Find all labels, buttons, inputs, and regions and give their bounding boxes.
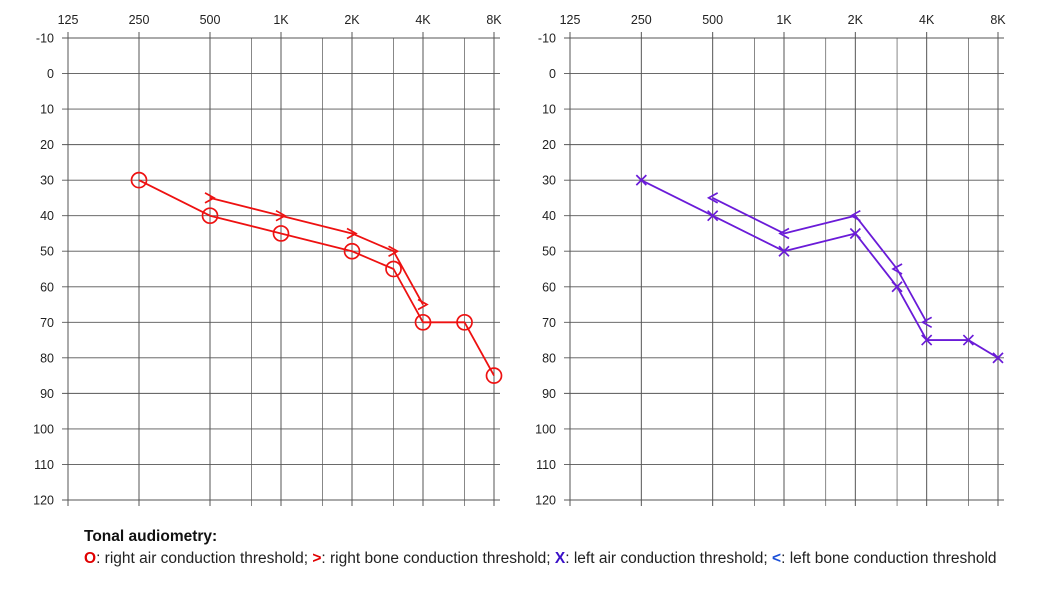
legend-right-air-text: : right air conduction threshold;	[96, 550, 313, 567]
y-tick-label: 50	[542, 245, 556, 259]
right-bone-marker	[204, 192, 216, 204]
x-tick-label: 2K	[344, 13, 360, 27]
y-tick-label: 50	[40, 245, 54, 259]
legend-left-air-symbol: X	[554, 550, 566, 567]
left-bone-marker	[891, 263, 903, 275]
y-tick-label: 30	[40, 174, 54, 188]
x-tick-label: 500	[702, 13, 723, 27]
y-tick-label: 10	[40, 103, 54, 117]
right-bone-marker	[275, 209, 287, 222]
x-tick-label: 2K	[848, 13, 864, 27]
x-tick-label: 250	[129, 13, 150, 27]
right-air-marker	[272, 225, 290, 242]
right-air-marker	[343, 242, 361, 260]
x-tick-label: 125	[560, 13, 581, 27]
legend-right-bone-symbol: >	[312, 550, 322, 567]
right-bone-marker	[417, 298, 429, 311]
y-tick-label: 70	[542, 316, 556, 330]
y-tick-label: 100	[33, 422, 54, 436]
right-air-marker	[130, 171, 148, 189]
right-air-marker	[456, 313, 473, 331]
y-tick-label: 80	[40, 351, 54, 365]
legend-left-bone-symbol: <	[772, 550, 782, 567]
left-air-marker	[962, 334, 974, 346]
x-tick-label: 4K	[415, 13, 431, 27]
y-tick-label: -10	[538, 32, 556, 46]
right-bone-conduction-line	[209, 197, 424, 305]
right-air-conduction-line	[138, 179, 495, 377]
x-tick-label: 125	[58, 13, 79, 27]
left-bone-marker	[706, 192, 719, 204]
x-tick-label: 4K	[919, 13, 935, 27]
left-bone-marker	[778, 227, 790, 240]
right-bone-marker	[346, 227, 358, 240]
audiogram-right: -10 0 10 20 30 40 50 60 70 80 90 100 110 120 125 250 500…	[33, 13, 503, 508]
y-tick-label: 60	[542, 280, 556, 294]
right-air-marker	[414, 313, 432, 331]
x-tick-label: 1K	[273, 13, 289, 27]
y-tick-label: 70	[40, 316, 54, 330]
legend-right-bone-text: : right bone conduction threshold;	[321, 550, 555, 567]
y-tick-label: 10	[542, 103, 556, 117]
right-air-marker	[201, 207, 219, 225]
right-bone-marker	[388, 245, 400, 257]
left-air-conduction-line	[640, 179, 999, 359]
left-air-marker	[778, 245, 790, 257]
y-tick-label: 40	[542, 209, 556, 223]
right-air-marker	[385, 260, 402, 278]
y-tick-label: 0	[47, 67, 54, 81]
y-tick-label: 110	[34, 458, 54, 472]
audiogram-left: -10 0 10 20 30 40 50 60 70 80 90 100 110 120 125 250 500…	[535, 13, 1006, 508]
y-tick-label: 120	[535, 494, 556, 508]
x-tick-label: 8K	[486, 13, 502, 27]
x-tick-label: 8K	[990, 13, 1006, 27]
legend-left-air-text: : left air conduction threshold;	[565, 550, 773, 567]
y-tick-label: 110	[536, 458, 556, 472]
y-tick-label: 60	[40, 280, 54, 294]
y-tick-label: 0	[549, 67, 556, 81]
left-bone-marker	[920, 316, 933, 329]
y-tick-label: -10	[36, 32, 54, 46]
left-air-marker	[992, 352, 1004, 364]
y-tick-label: 20	[40, 138, 54, 152]
left-air-marker	[891, 281, 903, 293]
left-air-marker	[635, 174, 647, 186]
legend-right-air-symbol: O	[84, 550, 97, 567]
left-air-marker	[707, 210, 719, 222]
y-tick-label: 120	[33, 494, 54, 508]
y-tick-label: 90	[542, 387, 556, 401]
x-tick-label: 500	[200, 13, 221, 27]
y-tick-label: 80	[542, 351, 556, 365]
left-bone-marker	[849, 209, 861, 222]
caption: Tonal audiometry: O: right air conductio…	[84, 526, 1024, 570]
y-tick-label: 100	[535, 422, 556, 436]
left-bone-conduction-line	[712, 197, 928, 323]
right-air-marker	[485, 367, 503, 384]
y-tick-label: 40	[40, 209, 54, 223]
left-air-marker	[921, 334, 933, 346]
caption-legend: O: right air conduction threshold; >: ri…	[84, 548, 1024, 570]
x-tick-label: 250	[631, 13, 652, 27]
left-air-marker	[849, 227, 861, 240]
legend-left-bone-text: : left bone conduction threshold	[781, 550, 997, 567]
caption-title: Tonal audiometry:	[84, 528, 218, 545]
y-tick-label: 20	[542, 138, 556, 152]
x-tick-label: 1K	[776, 13, 792, 27]
y-tick-label: 30	[542, 174, 556, 188]
y-tick-label: 90	[40, 387, 54, 401]
